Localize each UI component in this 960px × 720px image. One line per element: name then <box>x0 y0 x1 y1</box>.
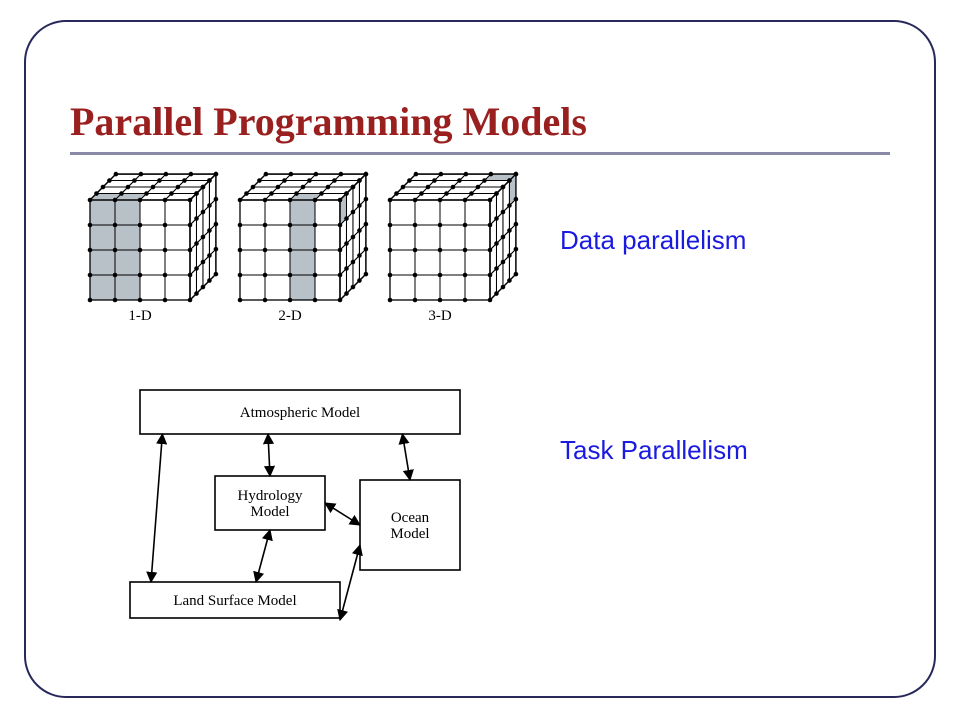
task-parallelism-diagram: Atmospheric ModelHydrologyModelOceanMode… <box>0 0 960 720</box>
svg-text:Ocean: Ocean <box>391 510 430 526</box>
svg-text:Hydrology: Hydrology <box>238 488 303 504</box>
svg-text:Atmospheric Model: Atmospheric Model <box>240 405 360 421</box>
svg-text:Model: Model <box>390 526 429 542</box>
svg-text:Land Surface Model: Land Surface Model <box>173 593 296 609</box>
svg-text:Model: Model <box>250 504 289 520</box>
